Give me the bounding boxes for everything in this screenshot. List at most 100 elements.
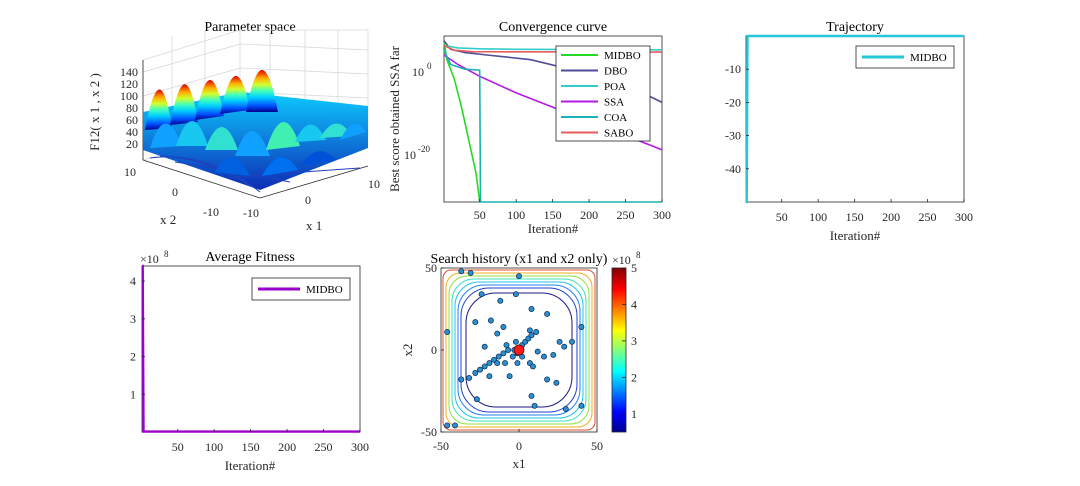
surface-ridge-1 [150, 123, 182, 148]
y-tick-base: 10 [404, 148, 416, 162]
legend-box [251, 277, 351, 301]
surface-peak-3 [195, 79, 224, 120]
search-history-title: Search history (x1 and x2 only) [431, 252, 608, 267]
search-point [503, 342, 510, 349]
search-point [500, 324, 507, 330]
search-point [544, 376, 551, 383]
contour [460, 287, 578, 413]
search-point [514, 360, 521, 367]
search-point [444, 329, 451, 335]
colorbar-tick-label: 3 [631, 334, 637, 348]
x2-tick: 10 [124, 165, 136, 179]
search-point [526, 327, 533, 334]
legend-box [555, 45, 651, 142]
x-tick-label: 50 [776, 210, 788, 224]
trajectory-x-label: Iteration# [830, 228, 881, 243]
legend-label-poa: POA [604, 81, 626, 93]
search-point [528, 306, 535, 312]
z-tick: 140 [120, 65, 138, 79]
x-tick-label: 250 [617, 208, 635, 222]
y-multiplier: ×10 [140, 252, 159, 266]
legend-label-dbo: DBO [604, 66, 627, 78]
x1-tick: 0 [305, 193, 311, 207]
legend-label-midbo: MIDBO [306, 284, 343, 296]
contour [454, 281, 584, 419]
trajectory-title: Trajectory [826, 20, 884, 35]
y-tick-label: 1 [130, 387, 136, 401]
convergence-title: Convergence curve [499, 20, 607, 35]
colorbar-tick-label: 1 [631, 407, 637, 421]
search-point [578, 324, 585, 330]
average-fitness-y-ticks: 4 3 2 1 [130, 274, 145, 401]
x-tick-label: 50 [474, 208, 486, 222]
y-multiplier-exp: 8 [164, 249, 169, 259]
surface-x2-label: x 2 [160, 212, 176, 227]
legend-label-midbo: MIDBO [604, 50, 641, 62]
contour [457, 284, 581, 416]
search-point [458, 268, 465, 275]
surface-ridge-4 [235, 131, 270, 156]
search-point [502, 360, 508, 367]
x1-tick: -10 [243, 206, 259, 220]
search-point [444, 422, 451, 429]
search-point [481, 343, 488, 350]
search-point [472, 319, 479, 326]
surface-ridge-8 [340, 123, 366, 140]
trajectory-panel: Trajectory 50 100 150 200 250 300 -10 -20 -30 -4… [725, 20, 973, 243]
legend-entries: MIDBO DBO POA SSA COA SABO [561, 50, 641, 140]
search-point [512, 291, 519, 298]
average-fitness-panel: Average Fitness 50 100 150 200 250 300 4 3 2 1 ×… [130, 249, 369, 473]
x-tick-label: 200 [278, 440, 296, 454]
x-tick-label: 50 [591, 439, 603, 453]
colorbar-tick-label: 2 [631, 370, 637, 384]
surface-plot [143, 70, 368, 193]
x-tick-label: 200 [882, 210, 900, 224]
search-history-y-ticks: 50 0 -50 [421, 261, 444, 439]
surface-z-label: F12( x 1 , x 2 ) [87, 73, 102, 151]
search-point [533, 329, 540, 335]
search-point [494, 330, 501, 337]
y-tick-label: 0 [431, 343, 437, 357]
search-history-x-ticks: -50 0 50 [433, 429, 603, 453]
legend-label-coa: COA [604, 112, 627, 124]
search-point [556, 338, 563, 345]
y-tick-label: -40 [725, 162, 741, 176]
trajectory-x-ticks: 50 100 150 200 250 300 [776, 199, 973, 224]
x2-tick: 0 [172, 185, 178, 199]
surface-ridge-2 [176, 121, 208, 146]
x-tick-label: 150 [242, 440, 260, 454]
series-line-midbo [141, 264, 360, 433]
search-point [530, 363, 536, 370]
z-tick: 100 [120, 89, 138, 103]
surface-ridge-9 [215, 156, 250, 176]
parameter-space-panel: Parameter space [87, 20, 380, 233]
surface-peak-2 [170, 84, 198, 125]
legend-label-midbo: MIDBO [910, 52, 947, 64]
convergence-panel: Convergence curve 50 100 150 200 250 300 10 0… [387, 20, 671, 236]
x-tick-label: 100 [507, 208, 525, 222]
colorbar-tick-label: 5 [631, 261, 637, 275]
x-tick-label: 300 [955, 210, 973, 224]
search-point [541, 353, 547, 360]
surface-peak-5 [246, 70, 278, 112]
x-tick-label: 300 [351, 440, 369, 454]
x-tick-label: 150 [846, 210, 864, 224]
search-point [458, 376, 465, 383]
series-line-coa [443, 49, 662, 203]
search-point [531, 402, 538, 409]
trajectory-y-ticks: -10 -20 -30 -40 [725, 62, 749, 176]
search-point [506, 373, 513, 380]
average-fitness-x-ticks: 50 100 150 200 250 300 [172, 429, 369, 454]
y-tick-label: -20 [725, 95, 741, 109]
parameter-space-title: Parameter space [204, 20, 295, 35]
x-tick-label: 50 [172, 440, 184, 454]
surface-x1-label: x 1 [306, 218, 322, 233]
colorbar [611, 267, 627, 433]
search-point [467, 269, 474, 276]
search-point [509, 353, 516, 360]
y-tick-label: -10 [725, 62, 741, 76]
search-point [477, 366, 483, 373]
search-history-x-label: x1 [513, 456, 526, 471]
colorbar-multiplier-exp: 8 [636, 250, 641, 260]
x-tick-label: -50 [433, 439, 449, 453]
